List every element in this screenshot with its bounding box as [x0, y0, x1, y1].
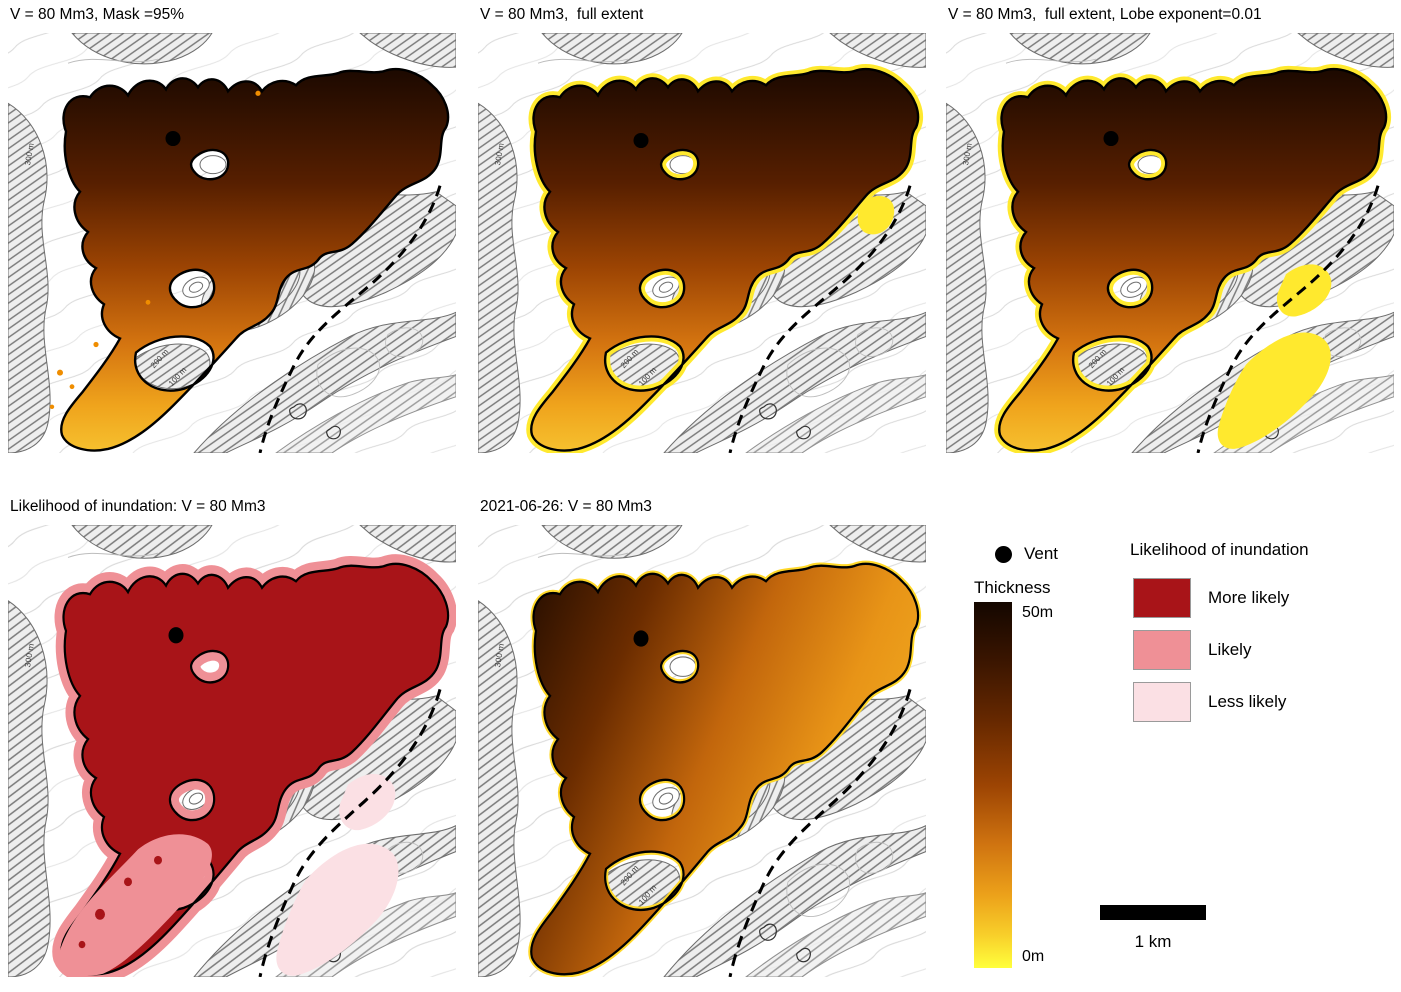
less-likely-swatch: [1133, 682, 1191, 722]
more-likely-label: More likely: [1208, 588, 1290, 607]
vent-marker: [168, 627, 184, 644]
vent-legend-label: Vent: [1024, 544, 1059, 563]
less-likely-region: [276, 843, 399, 976]
panel-observed: 2021-06-26: V = 80 Mm3: [478, 498, 926, 977]
panel-title: Likelihood of inundation: V = 80 Mm3: [10, 498, 266, 515]
vent-marker: [633, 630, 649, 647]
panel-full-extent: V = 80 Mm3, full extent: [478, 6, 926, 453]
thickness-label: Thickness: [974, 578, 1051, 597]
vent-marker: [165, 130, 181, 147]
panel-title: V = 80 Mm3, Mask =95%: [10, 6, 185, 23]
panel-title: V = 80 Mm3, full extent, Lobe exponent=0…: [948, 6, 1262, 23]
thickness-colorbar: [974, 602, 1012, 968]
less-likely-region: [339, 774, 396, 831]
vent-marker: [633, 132, 649, 149]
vent-legend-icon: [995, 546, 1012, 563]
panel-lobe-exponent: V = 80 Mm3, full extent, Lobe exponent=0…: [946, 6, 1394, 453]
thickness-max-label: 50m: [1022, 604, 1054, 621]
panel-mask95: V = 80 Mm3, Mask =95%: [8, 6, 456, 453]
map-observed: [478, 525, 926, 977]
legend: Vent Thickness 50m 0m Likelihood of inun…: [946, 498, 1393, 984]
flow-satellite-lobe: [1217, 332, 1331, 449]
map-full-extent: [478, 33, 926, 453]
map-mask95: [8, 33, 456, 453]
more-likely-swatch: [1133, 578, 1191, 618]
less-likely-label: Less likely: [1208, 692, 1287, 711]
more-likely-speckles: [78, 855, 162, 949]
panel-title: 2021-06-26: V = 80 Mm3: [480, 498, 652, 515]
map-likelihood: [8, 525, 456, 977]
panel-title: V = 80 Mm3, full extent: [480, 6, 644, 23]
vent-marker: [1103, 130, 1119, 147]
flow-speckles: [49, 90, 261, 409]
map-lobe-exponent: [946, 33, 1394, 453]
likely-label: Likely: [1208, 640, 1252, 659]
scale-bar-label: 1 km: [1134, 932, 1172, 951]
panel-likelihood: Likelihood of inundation: V = 80 Mm3: [8, 498, 456, 977]
likely-swatch: [1133, 630, 1191, 670]
scale-bar: [1100, 905, 1206, 920]
thickness-min-label: 0m: [1022, 948, 1045, 965]
flow-satellite-patch: [857, 196, 895, 235]
likelihood-legend-title: Likelihood of inundation: [1130, 540, 1309, 559]
likely-arm-region: [58, 834, 212, 976]
